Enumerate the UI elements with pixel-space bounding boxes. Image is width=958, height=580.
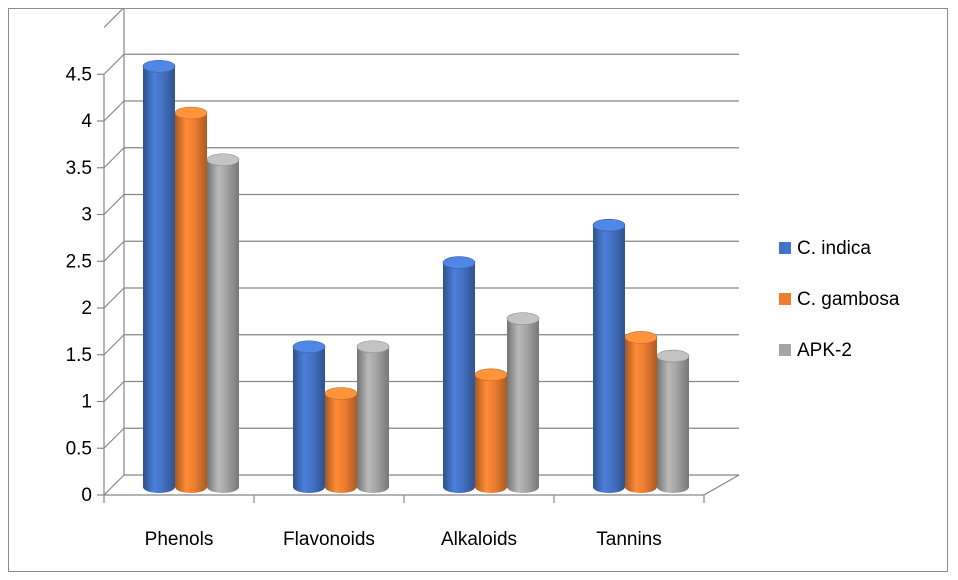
y-tick-label: 4.5	[66, 64, 92, 85]
bar-body	[293, 346, 325, 493]
floor-right-edge	[703, 474, 740, 496]
bar-body	[443, 262, 475, 493]
bar-top	[442, 256, 476, 269]
bar-body	[507, 318, 539, 493]
bar	[442, 256, 476, 493]
category-label: Flavonoids	[283, 529, 375, 550]
y-tick-label: 1	[81, 392, 92, 413]
legend-label: APK-2	[797, 340, 852, 361]
y-tick-label: 1.5	[66, 345, 92, 366]
bar-top	[656, 349, 690, 363]
y-tick-label: 2.5	[66, 251, 92, 272]
bar-body	[625, 337, 657, 493]
axes	[97, 73, 740, 503]
category-label: Phenols	[145, 529, 214, 550]
y-tick-label: 2	[81, 298, 92, 319]
gridline-diagonal	[103, 100, 125, 122]
bar-top	[592, 218, 626, 232]
bar-body	[657, 356, 689, 493]
legend: C. indica C. gambosa APK-2	[779, 238, 900, 361]
legend-swatch	[779, 293, 791, 305]
bar	[174, 106, 208, 493]
bar	[206, 153, 240, 493]
bar-body	[207, 159, 239, 493]
gridline-diagonal	[103, 427, 125, 449]
bar-top	[506, 312, 540, 326]
gridline-diagonal	[103, 474, 125, 496]
bar-body	[357, 346, 389, 493]
bar-body	[325, 393, 357, 493]
bar-chart: 0 0.5 1 1.5 2 2.5 3 3.5 4 4.5 Phenols Flavonoids Al…	[66, 9, 900, 550]
bar	[506, 312, 540, 493]
gridline-diagonal	[103, 240, 125, 262]
bar	[142, 59, 176, 493]
legend-label: C. indica	[797, 238, 871, 259]
bar-top	[142, 59, 176, 73]
legend-label: C. gambosa	[797, 289, 900, 310]
gridline-diagonal	[103, 381, 125, 402]
bar	[292, 340, 326, 493]
y-tick-label: 4	[81, 111, 92, 132]
gridline-diagonal	[103, 9, 124, 28]
gridline-diagonal	[103, 334, 125, 356]
bar	[592, 218, 626, 493]
bar-top	[356, 340, 390, 354]
bar-body	[475, 374, 507, 493]
gridline-diagonal	[103, 147, 125, 169]
legend-swatch	[779, 344, 791, 356]
bar	[656, 349, 690, 493]
bar-top	[624, 331, 658, 344]
bar-top	[292, 340, 326, 354]
bar-top	[474, 368, 508, 382]
bar-body	[143, 66, 175, 493]
bar-body	[175, 113, 207, 493]
bar-body	[593, 225, 625, 493]
chart-frame: 0 0.5 1 1.5 2 2.5 3 3.5 4 4.5 Phenols Flavonoids Al…	[8, 8, 948, 572]
gridline-diagonal	[103, 287, 125, 309]
y-tick-label: 0	[81, 485, 92, 506]
category-labels: Phenols Flavonoids Alkaloids Tannins	[145, 529, 662, 550]
bar	[324, 387, 358, 493]
gridline-diagonal	[103, 53, 125, 75]
category-label: Alkaloids	[441, 529, 517, 550]
bars	[142, 59, 690, 493]
bar	[356, 340, 390, 493]
category-label: Tannins	[596, 529, 662, 550]
y-tick-label: 3.5	[66, 158, 92, 179]
y-tick-label: 0.5	[66, 438, 92, 459]
bar-top	[174, 106, 208, 120]
legend-swatch	[779, 242, 791, 254]
bar	[624, 331, 658, 493]
y-tick-label: 3	[81, 205, 92, 226]
bar-top	[206, 153, 240, 167]
bar	[474, 368, 508, 493]
y-tick-labels: 0 0.5 1 1.5 2 2.5 3 3.5 4 4.5	[66, 64, 93, 506]
gridline-diagonal	[103, 194, 125, 215]
bar-top	[324, 387, 358, 400]
